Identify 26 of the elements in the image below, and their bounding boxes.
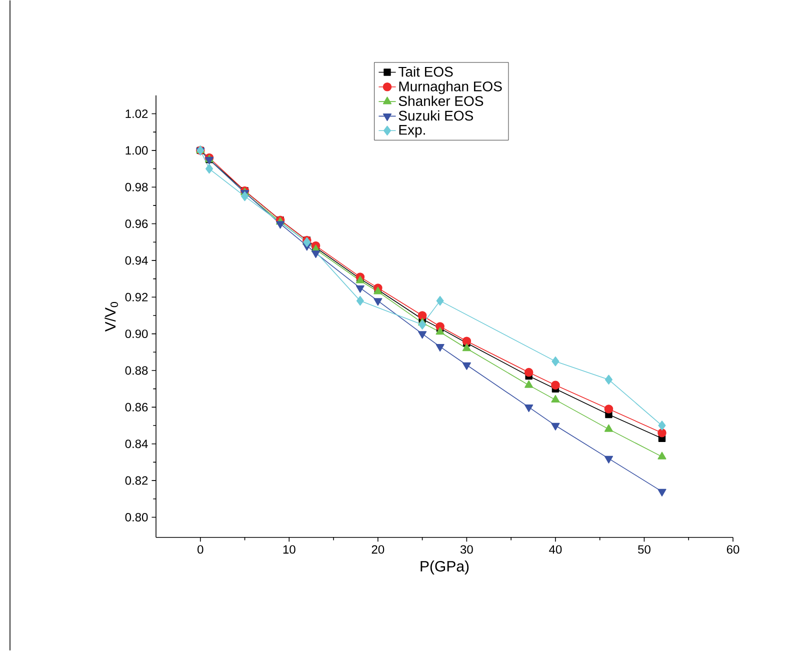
- y-tick-label: 0.94: [125, 256, 148, 265]
- y-tick-label: 0.90: [125, 330, 148, 338]
- y-tick-label: 0.86: [125, 403, 148, 412]
- x-tick-label: 30: [460, 545, 473, 554]
- y-tick-label: 0.82: [125, 476, 148, 485]
- x-axis-title: P(GPa): [420, 560, 469, 575]
- y-tick-label: 0.98: [125, 182, 148, 192]
- y-tick-label: 1.00: [126, 146, 148, 155]
- legend-label: Suzuki EOS: [398, 110, 474, 121]
- y-axis-title: V/V$_{0}$: [104, 302, 118, 332]
- x-tick-label: 40: [549, 545, 562, 554]
- x-tick-label: 60: [726, 545, 740, 554]
- y-tick-label: 0.96: [125, 220, 148, 228]
- y-tick-label: 1.02: [126, 110, 148, 118]
- x-tick-label: 0: [198, 545, 204, 554]
- legend-label: Shanker EOS: [398, 96, 484, 106]
- legend-label: Exp.: [399, 125, 425, 138]
- y-tick-label: 0.84: [125, 440, 148, 448]
- y-tick-label: 0.88: [125, 366, 148, 375]
- x-tick-label: 10: [283, 545, 296, 554]
- y-tick-label: 0.92: [125, 292, 148, 302]
- legend-label: Murnaghan EOS: [399, 81, 502, 94]
- x-tick-label: 50: [638, 545, 650, 554]
- x-tick-label: 20: [372, 545, 384, 554]
- legend-label: Tait EOS: [398, 66, 453, 77]
- y-tick-label: 0.80: [125, 513, 148, 522]
